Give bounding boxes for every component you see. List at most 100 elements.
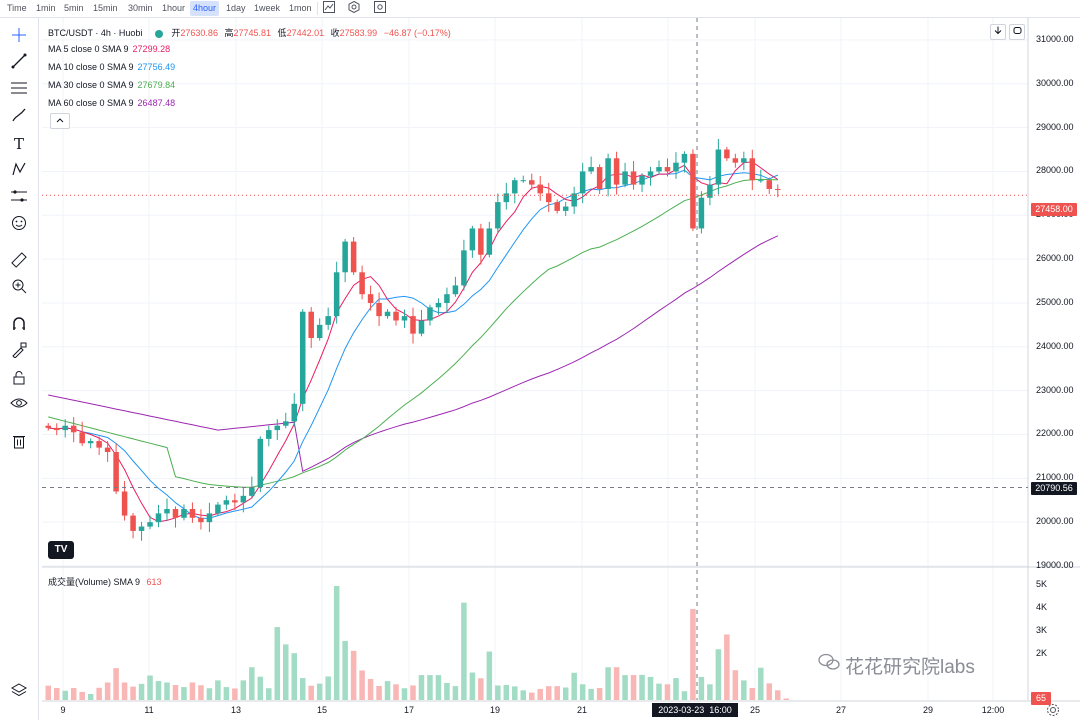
price-tick-label: 23000.00 — [1036, 384, 1074, 395]
emoji-icon[interactable] — [9, 215, 29, 235]
fib-icon[interactable] — [9, 80, 29, 100]
candle-body — [359, 272, 365, 295]
volume-bar — [155, 681, 162, 700]
ma60-legend[interactable]: MA 60 close 0 SMA 9 26487.48 — [48, 98, 179, 108]
screenshot-icon[interactable] — [373, 1, 387, 15]
volume-bar — [571, 672, 577, 700]
timeframe-1mon[interactable]: 1mon — [289, 3, 312, 13]
ma60-value: 26487.48 — [137, 98, 176, 108]
crosshair-icon[interactable] — [9, 27, 29, 47]
price-tick-label: 20000.00 — [1036, 516, 1074, 527]
candle-body — [62, 425, 68, 431]
candle-body — [461, 250, 467, 286]
magnet-icon[interactable] — [9, 316, 29, 336]
volume-bar — [299, 678, 306, 700]
ma10-legend[interactable]: MA 10 close 0 SMA 9 27756.49 — [48, 62, 179, 72]
candle-body — [266, 430, 272, 439]
volume-bar — [359, 670, 365, 700]
eye-icon[interactable] — [9, 395, 29, 415]
candle-body — [503, 193, 510, 203]
ma30-legend[interactable]: MA 30 close 0 SMA 9 27679.84 — [48, 80, 179, 90]
volume-legend[interactable]: 成交量(Volume) SMA 9 613 — [48, 575, 166, 588]
timeframe-30min[interactable]: 30min — [128, 3, 153, 13]
volume-bar — [308, 685, 314, 700]
volume-tick-label: 3K — [1036, 624, 1048, 635]
candle-body — [418, 320, 425, 334]
time-tick-label: 29 — [922, 705, 933, 715]
price-tick-label: 31000.00 — [1036, 33, 1074, 44]
timeframe-1day[interactable]: 1day — [226, 3, 246, 13]
candle-body — [257, 438, 264, 488]
zoom-in-icon[interactable] — [9, 278, 29, 298]
time-tick-label: 11 — [144, 705, 154, 715]
timeframe-time[interactable]: Time — [7, 3, 27, 13]
ma10-value: 27756.49 — [137, 62, 176, 72]
timeframe-5min[interactable]: 5min — [64, 3, 84, 13]
timeframe-4hour[interactable]: 4hour — [190, 1, 220, 16]
brush-icon[interactable] — [9, 107, 29, 127]
volume-bar — [520, 690, 527, 700]
candle-body — [164, 509, 170, 514]
volume-bar — [605, 667, 611, 700]
candle-body — [478, 228, 484, 255]
candle-body — [401, 316, 408, 321]
low-label: 低 — [277, 28, 287, 38]
candle-body — [715, 149, 722, 185]
trendline-icon[interactable] — [9, 53, 29, 73]
volume-bar — [681, 691, 688, 700]
lock-drawing-icon[interactable] — [9, 342, 29, 362]
wechat-icon — [818, 653, 840, 670]
watermark-text: 花花研究院labs — [845, 657, 975, 678]
candle-body — [342, 241, 348, 273]
lock-icon[interactable] — [9, 370, 29, 390]
ma5-legend[interactable]: MA 5 close 0 SMA 9 27299.28 — [48, 44, 174, 54]
download-button[interactable] — [990, 24, 1006, 40]
timeframe-15min[interactable]: 15min — [93, 3, 118, 13]
candle-body — [223, 500, 230, 505]
settings-icon[interactable] — [347, 0, 361, 15]
volume-bar — [181, 687, 187, 700]
volume-bar — [257, 676, 264, 700]
pattern-icon[interactable] — [9, 161, 29, 181]
candle-body — [596, 167, 603, 189]
volume-tick-label: 4K — [1036, 601, 1048, 612]
candle-body — [588, 167, 594, 172]
candle-body — [562, 206, 569, 211]
volume-tick-label: 5K — [1036, 578, 1048, 589]
volume-bar — [724, 634, 730, 700]
fullscreen-button[interactable] — [1009, 24, 1025, 40]
volume-bar — [62, 690, 68, 700]
timeframe-1min[interactable]: 1min — [36, 3, 56, 13]
candle-body — [741, 158, 747, 163]
volume-bar — [698, 676, 705, 700]
high-value: 27745.81 — [233, 28, 272, 38]
volume-bar — [444, 682, 450, 700]
layers-icon[interactable] — [9, 683, 29, 703]
volume-bars — [45, 586, 789, 700]
volume-bar — [537, 688, 543, 700]
candle-body — [198, 517, 204, 523]
candle-body — [571, 193, 577, 207]
time-tick-label: 9 — [60, 705, 66, 715]
ma30-value: 27679.84 — [137, 80, 176, 90]
candle-body — [444, 294, 450, 303]
tradingview-logo[interactable]: TV — [48, 541, 74, 559]
time-tick-label: 21 — [576, 705, 587, 715]
trash-icon[interactable] — [9, 433, 29, 453]
timeframe-1hour[interactable]: 1hour — [162, 3, 186, 13]
ruler-icon[interactable] — [9, 252, 29, 272]
timeframe-1week[interactable]: 1week — [254, 3, 281, 13]
prediction-icon[interactable] — [9, 188, 29, 208]
candle-body — [147, 522, 153, 527]
volume-tick-label: 2K — [1036, 647, 1048, 658]
volume-bar — [715, 649, 722, 700]
chart-settings-icon[interactable] — [1046, 703, 1060, 720]
candle-body — [520, 180, 527, 182]
volume-bar — [435, 675, 442, 700]
indicator-icon[interactable] — [322, 1, 336, 15]
text-icon[interactable]: T — [13, 135, 24, 153]
collapse-legend-button[interactable] — [50, 113, 70, 129]
candle-body — [249, 487, 255, 496]
candle-body — [181, 509, 187, 518]
